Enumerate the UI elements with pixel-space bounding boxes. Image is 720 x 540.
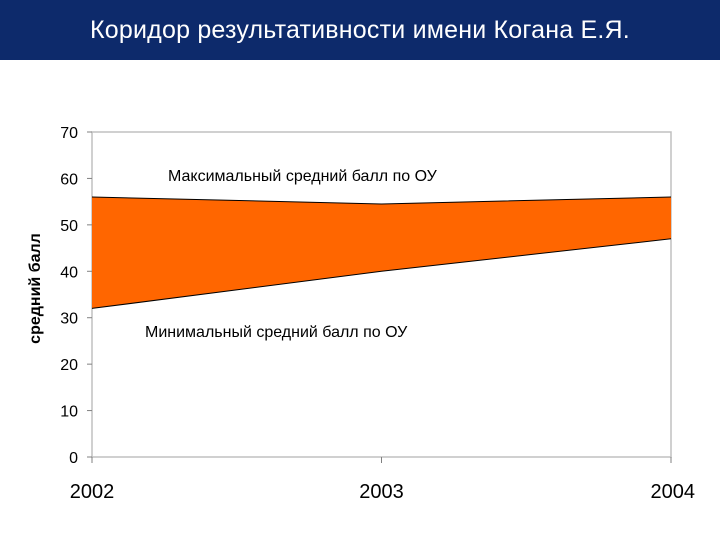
series-line-max — [91, 196, 672, 205]
y-tick-label: 60 — [60, 171, 78, 188]
y-tick-label: 0 — [69, 450, 78, 467]
x-tick-label: 2003 — [359, 481, 404, 503]
score-corridor-band — [92, 197, 671, 309]
y-tick-label: 40 — [60, 264, 78, 281]
annotation-max: Максимальный средний балл по ОУ — [168, 168, 438, 185]
y-tick-label: 10 — [60, 404, 78, 421]
y-tick-label: 70 — [60, 125, 78, 142]
x-tick-label: 2002 — [70, 481, 115, 503]
y-tick-label: 30 — [60, 311, 78, 328]
x-tick-label: 2004 — [651, 481, 696, 503]
y-tick-label: 20 — [60, 357, 78, 374]
y-axis-label: средний балл — [27, 233, 44, 344]
y-tick-label: 50 — [60, 218, 78, 235]
page-title: Коридор результативности имени Когана Е.… — [90, 15, 630, 44]
title-bar: Коридор результативности имени Когана Е.… — [0, 0, 720, 60]
y-axis-ticks: 0 10 20 30 40 50 60 70 — [60, 125, 92, 467]
series-line-min — [91, 238, 672, 309]
annotation-min: Минимальный средний балл по ОУ — [145, 324, 408, 341]
x-axis-ticks: 2002 2003 2004 — [70, 457, 695, 503]
